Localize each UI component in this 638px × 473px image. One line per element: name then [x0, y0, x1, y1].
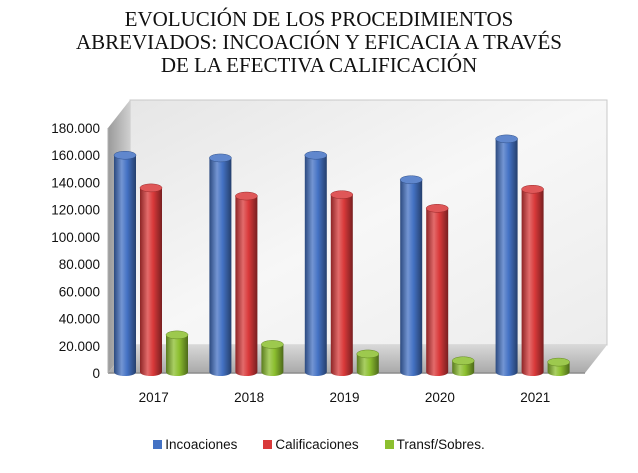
legend-item: Calificaciones: [263, 437, 359, 452]
legend-label: Incoaciones: [165, 437, 238, 452]
legend-swatch: [263, 440, 273, 449]
bar-Calificaciones-2020: [426, 208, 449, 376]
x-tick-label: 2018: [234, 390, 264, 405]
y-tick-label: 20.000: [59, 339, 100, 354]
bar-Incoaciones-2020: [400, 179, 423, 376]
bar-top-Calificaciones-2019: [330, 190, 354, 199]
chart-legend: Incoaciones Calificaciones Transf/Sobres.: [0, 437, 638, 452]
y-tick-label: 40.000: [59, 312, 100, 327]
y-tick-label: 80.000: [59, 257, 100, 272]
bar-top-Transf/Sobres.-2020: [451, 356, 475, 365]
bar-Incoaciones-2019: [304, 155, 327, 376]
bar-top-Incoaciones-2017: [113, 150, 137, 160]
bar-top-Calificaciones-2018: [235, 191, 258, 201]
legend-swatch: [384, 440, 394, 449]
bar-top-Incoaciones-2021: [495, 134, 518, 144]
legend-label: Calificaciones: [275, 437, 359, 452]
bar-top-Transf/Sobres.-2018: [261, 340, 284, 349]
y-tick-label: 60.000: [59, 284, 100, 299]
bar-Transf/Sobres.-2018: [261, 344, 284, 376]
y-tick-label: 160.000: [51, 148, 100, 163]
bar-Calificaciones-2017: [140, 187, 162, 376]
bar-Transf/Sobres.-2017: [166, 334, 188, 376]
bar-Incoaciones-2017: [114, 155, 136, 376]
legend-label: Transf/Sobres.: [396, 437, 485, 452]
y-tick-label: 140.000: [51, 175, 100, 190]
bar-top-Transf/Sobres.-2017: [165, 330, 189, 340]
y-tick-label: 180.000: [51, 121, 100, 136]
legend-item: Incoaciones: [153, 437, 237, 452]
bar-Calificaciones-2018: [235, 196, 258, 376]
bar-top-Transf/Sobres.-2019: [356, 349, 380, 359]
bar-top-Incoaciones-2019: [304, 150, 328, 160]
x-tick-label: 2019: [329, 390, 359, 405]
bar-Incoaciones-2021: [495, 138, 518, 376]
y-tick-label: 0: [92, 366, 100, 381]
legend-swatch: [153, 440, 163, 449]
x-tick-label: 2020: [425, 390, 455, 405]
legend-item: Transf/Sobres.: [384, 437, 485, 452]
bar-Calificaciones-2021: [521, 189, 544, 376]
bar-Incoaciones-2018: [209, 157, 232, 376]
x-tick-label: 2017: [139, 390, 169, 405]
bar-top-Incoaciones-2020: [399, 175, 423, 184]
bar-top-Calificaciones-2021: [521, 185, 544, 194]
bar-top-Calificaciones-2020: [425, 204, 449, 213]
bar-Transf/Sobres.-2019: [356, 353, 379, 376]
bar-Calificaciones-2019: [330, 194, 353, 376]
y-tick-label: 120.000: [51, 203, 100, 218]
y-tick-label: 100.000: [51, 230, 100, 245]
x-tick-label: 2021: [520, 390, 550, 405]
bar-Transf/Sobres.-2020: [452, 360, 475, 376]
bar-top-Calificaciones-2017: [139, 183, 163, 193]
bar-top-Incoaciones-2018: [209, 153, 232, 163]
bar-top-Transf/Sobres.-2021: [547, 357, 570, 367]
chart-title: EVOLUCIÓN DE LOS PROCEDIMIENTOS ABREVIAD…: [76, 7, 562, 77]
